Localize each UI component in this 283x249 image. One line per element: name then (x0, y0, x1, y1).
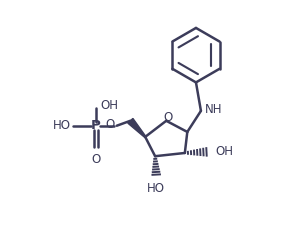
Text: OH: OH (101, 99, 119, 112)
Text: O: O (105, 118, 114, 131)
Text: OH: OH (215, 145, 233, 158)
Text: O: O (91, 153, 100, 166)
Text: P: P (91, 119, 100, 132)
Text: O: O (164, 111, 173, 124)
Text: HO: HO (53, 119, 71, 132)
Text: NH: NH (205, 103, 222, 116)
Polygon shape (128, 119, 146, 137)
Text: HO: HO (147, 182, 165, 195)
